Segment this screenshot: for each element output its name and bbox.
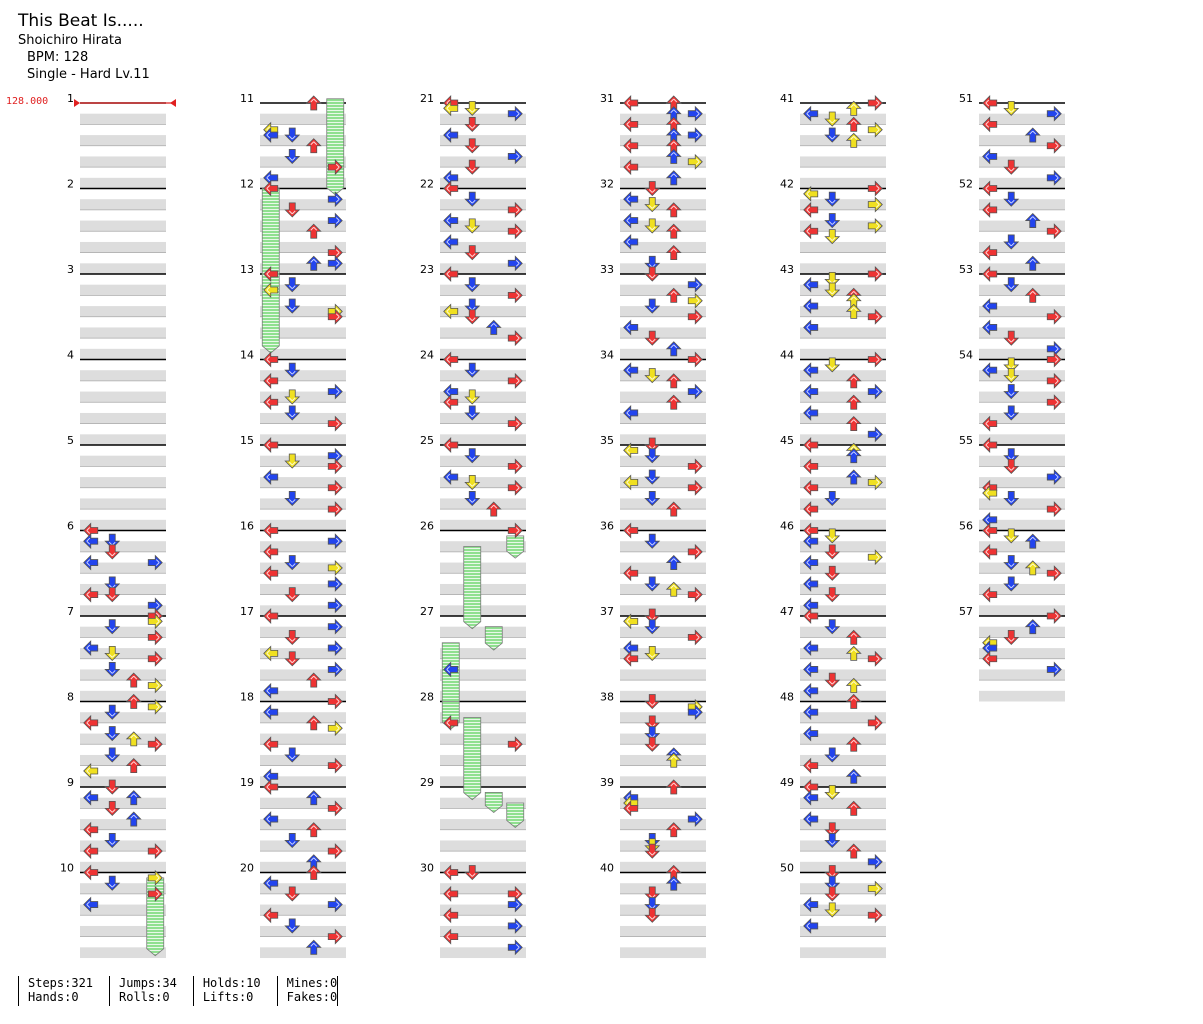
measure-label: 5 — [67, 434, 74, 447]
measure-label: 27 — [420, 605, 434, 618]
bpm-text: BPM: 128 — [27, 50, 89, 65]
down-arrow-icon — [824, 229, 840, 245]
measure-label: 44 — [780, 349, 794, 362]
rolls-count: Rolls:0 — [119, 990, 170, 1004]
measure-label: 3 — [67, 263, 74, 276]
measure-label: 32 — [600, 178, 614, 191]
bpm-change-label: 128.000 — [6, 96, 49, 107]
measure-label: 28 — [420, 691, 434, 704]
measure-label: 53 — [959, 263, 973, 276]
right-arrow-icon — [867, 122, 883, 138]
right-arrow-icon — [867, 95, 883, 111]
chart-header: This Beat Is..... Shoichiro Hirata BPM: … — [18, 10, 150, 83]
measure-label: 38 — [600, 691, 614, 704]
up-arrow-icon — [306, 95, 322, 111]
right-arrow-icon — [687, 293, 703, 309]
measure-label: 40 — [600, 862, 614, 875]
left-arrow-icon — [83, 763, 99, 779]
measure-label: 1 — [67, 92, 74, 105]
measure-label: 29 — [420, 776, 434, 789]
stats-column-4: Mines:0 Fakes:0 — [276, 976, 338, 1006]
measure-label: 56 — [959, 520, 973, 533]
song-title: This Beat Is..... — [18, 11, 144, 31]
measure-label: 35 — [600, 434, 614, 447]
measure-label: 17 — [240, 605, 254, 618]
measure-label: 42 — [780, 178, 794, 191]
measure-label: 8 — [67, 691, 74, 704]
measure-label: 55 — [959, 434, 973, 447]
hands-count: Hands:0 — [28, 990, 79, 1004]
hold-note-icon — [484, 791, 503, 814]
hold-note-icon — [506, 802, 525, 828]
measure-label: 51 — [959, 92, 973, 105]
measure-label: 46 — [780, 520, 794, 533]
measure-label: 31 — [600, 92, 614, 105]
measure-label: 48 — [780, 691, 794, 704]
measure-bands — [74, 99, 1065, 959]
measure-label: 6 — [67, 520, 74, 533]
measure-label: 4 — [67, 349, 74, 362]
measure-label: 14 — [240, 349, 254, 362]
measure-label: 49 — [780, 776, 794, 789]
measure-label: 30 — [420, 862, 434, 875]
right-arrow-icon — [147, 677, 163, 693]
up-arrow-icon — [846, 677, 862, 693]
measure-label: 15 — [240, 434, 254, 447]
measure-labels: 1234567891011121314151617181920212223242… — [60, 92, 973, 875]
measure-label: 52 — [959, 178, 973, 191]
measure-label: 25 — [420, 434, 434, 447]
right-arrow-icon — [867, 549, 883, 565]
measure-label: 9 — [67, 776, 74, 789]
left-arrow-icon — [623, 95, 639, 111]
measure-label: 45 — [780, 434, 794, 447]
measure-label: 7 — [67, 605, 74, 618]
measure-label: 50 — [780, 862, 794, 875]
measure-label: 18 — [240, 691, 254, 704]
hold-note-icon — [326, 98, 345, 196]
measure-label: 23 — [420, 263, 434, 276]
left-arrow-icon — [982, 95, 998, 111]
hold-note-icon — [463, 546, 482, 630]
measure-label: 57 — [959, 605, 973, 618]
hold-note-icon — [484, 626, 503, 651]
holds-count: Holds:10 — [202, 976, 261, 990]
step-chart: 1234567891011121314151617181920212223242… — [60, 92, 1065, 959]
measure-label: 19 — [240, 776, 254, 789]
measure-label: 13 — [240, 263, 254, 276]
measure-label: 34 — [600, 349, 614, 362]
mines-count: Mines:0 — [286, 976, 338, 990]
chart-stats: Steps:321 Hands:0 Jumps:34 Rolls:0 Holds… — [18, 976, 339, 1006]
jumps-count: Jumps:34 — [119, 976, 177, 990]
measure-label: 37 — [600, 605, 614, 618]
measure-label: 2 — [67, 178, 74, 191]
measure-label: 16 — [240, 520, 254, 533]
lifts-count: Lifts:0 — [202, 990, 254, 1004]
measure-label: 10 — [60, 862, 74, 875]
stats-column-3: Holds:10 Lifts:0 — [192, 976, 277, 1006]
hold-note-icon — [463, 717, 482, 801]
measure-label: 22 — [420, 178, 434, 191]
measure-label: 11 — [240, 92, 254, 105]
measure-label: 20 — [240, 862, 254, 875]
right-arrow-icon — [327, 720, 343, 736]
measure-label: 43 — [780, 263, 794, 276]
measure-label: 39 — [600, 776, 614, 789]
measure-label: 26 — [420, 520, 434, 533]
difficulty-text: Single - Hard Lv.11 — [27, 67, 150, 82]
measure-label: 21 — [420, 92, 434, 105]
measure-label: 33 — [600, 263, 614, 276]
song-artist: Shoichiro Hirata — [18, 33, 122, 48]
step-notes — [83, 95, 1062, 955]
measure-label: 24 — [420, 349, 434, 362]
measure-label: 47 — [780, 605, 794, 618]
measure-label: 36 — [600, 520, 614, 533]
stats-column-1: Steps:321 Hands:0 — [18, 976, 109, 1006]
measure-label: 54 — [959, 349, 973, 362]
hold-note-icon — [506, 535, 525, 559]
fakes-count: Fakes:0 — [286, 990, 338, 1004]
measure-label: 12 — [240, 178, 254, 191]
steps-count: Steps:321 — [28, 976, 94, 990]
measure-label: 41 — [780, 92, 794, 105]
stats-column-2: Jumps:34 Rolls:0 — [109, 976, 193, 1006]
